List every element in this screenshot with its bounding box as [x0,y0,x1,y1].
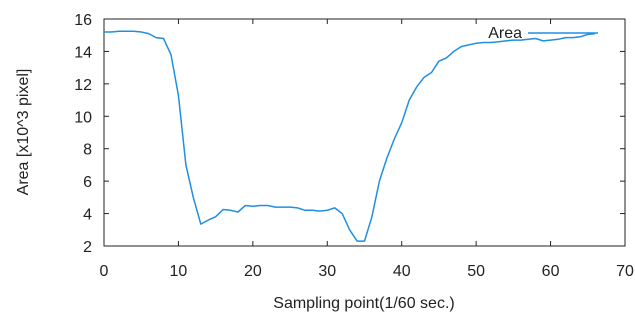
legend: Area [488,25,598,42]
y-tick-label: 10 [74,109,92,126]
y-tick-label: 8 [83,142,92,159]
series-line-area [104,30,596,242]
series-layer [104,30,596,242]
legend-label: Area [488,25,522,42]
x-axis-title: Sampling point(1/60 sec.) [273,295,454,312]
y-tick-label: 14 [74,44,92,61]
y-tick-label: 16 [74,12,92,29]
x-tick-label: 60 [542,263,560,280]
y-axis-title: Area [x10^3 pixel] [15,69,32,196]
x-tick-label: 50 [467,263,485,280]
y-tick-label: 2 [83,239,92,256]
plot-frame [103,18,626,247]
x-tick-label: 70 [616,263,634,280]
x-axis-ticks: 0 10 20 30 40 50 60 70 [100,19,634,280]
y-axis-ticks: 2 4 6 8 10 12 14 16 [74,12,625,256]
x-tick-label: 20 [244,263,262,280]
x-tick-label: 10 [170,263,188,280]
x-tick-label: 0 [100,263,109,280]
x-tick-label: 40 [393,263,411,280]
y-tick-label: 12 [74,77,92,94]
y-tick-label: 4 [83,207,92,224]
x-tick-label: 30 [318,263,336,280]
y-tick-label: 6 [83,174,92,191]
